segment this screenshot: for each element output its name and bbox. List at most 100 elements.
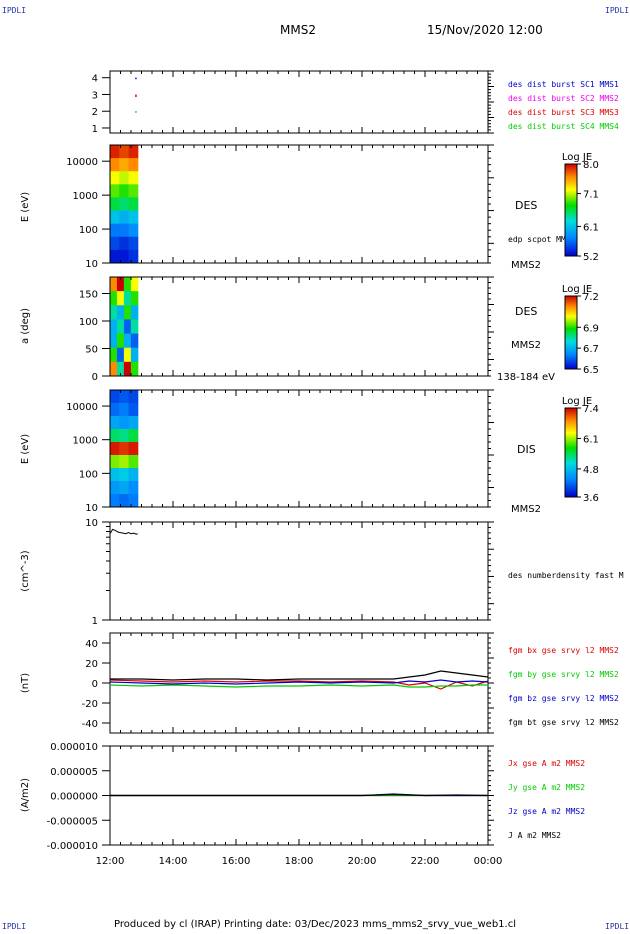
dis-energy-colorbar-tick-label: 6.1 (583, 434, 599, 445)
availability-ytick-label: 4 (92, 74, 98, 85)
des-pitch-cell (123, 361, 132, 377)
des-pitch-cell (130, 277, 139, 292)
corner-label-top-left: IPDLI (2, 6, 27, 15)
des-pitch-cell (110, 319, 118, 335)
magnetic-field-legend-item: fgm bz gse srvy l2 MMS2 (508, 694, 619, 703)
des-pitch-colorbar-tick-label: 7.2 (583, 292, 599, 303)
des-pitch-cell (110, 291, 118, 306)
density-ylabel: (cm^-3) (20, 550, 31, 591)
density-ytick-label: 10 (85, 518, 98, 529)
magnetic-field-legend-item: fgm by gse srvy l2 MMS2 (508, 670, 619, 679)
des-pitch-cell (116, 361, 125, 377)
current-density-ylabel: (A/m2) (20, 778, 31, 812)
density-label: des numberdensity fast M (508, 571, 624, 580)
des-energy-cell (119, 158, 130, 172)
des-energy-cell (119, 223, 130, 238)
des-energy-colorbar-tick-label: 6.1 (583, 222, 599, 233)
availability-point (135, 94, 137, 96)
des-energy-colorbar-tick-label: 5.2 (583, 252, 599, 263)
dis-energy-ytick-label: 100 (79, 469, 98, 480)
availability-legend-item: des dist burst SC3 MMS3 (508, 108, 619, 117)
des-energy-cell (128, 223, 139, 238)
des-energy-cell (128, 197, 139, 212)
des-pitch-cell (123, 305, 132, 320)
des-pitch-cell (130, 305, 139, 320)
des-energy-cell (119, 171, 130, 185)
dis-energy-cell (119, 416, 130, 430)
des-pitch-colorbar-title: Log JE (562, 284, 592, 295)
des-pitch-cell (130, 319, 139, 335)
footer-credits: Produced by cl (IRAP) Printing date: 03/… (114, 919, 516, 930)
des-energy-ylabel: E (eV) (20, 192, 31, 222)
time-axis-tick-label: 18:00 (285, 856, 314, 867)
dis-energy-colorbar-bar (564, 407, 578, 498)
magnetic-field-legend-item: fgm bx gse srvy l2 MMS2 (508, 646, 619, 655)
des-pitch-cell (130, 333, 139, 349)
des-pitch-cell (116, 347, 125, 363)
dis-energy-cell (110, 455, 120, 469)
density-ytick-label: 1 (92, 616, 98, 627)
des-energy-cell (110, 184, 120, 198)
des-pitch-ytick-label: 150 (79, 290, 98, 301)
dis-energy-cell (119, 403, 130, 417)
dis-energy-cell (110, 416, 120, 430)
dis-energy-cell (110, 442, 120, 456)
availability-point (135, 77, 137, 80)
magnetic-field-ytick-label: -40 (82, 719, 98, 730)
magnetic-field-legend-item: fgm bt gse srvy l2 MMS2 (508, 718, 619, 727)
current-density-series-line (110, 793, 489, 797)
des-energy-cell (119, 145, 130, 159)
density-series-line (109, 528, 138, 535)
des-energy-sublabel: edp scpot MMS2 (508, 235, 576, 244)
des-energy-cell (110, 145, 120, 159)
dis-energy-cell (119, 468, 130, 482)
current-density-legend-item: J A m2 MMS2 (508, 831, 561, 840)
des-energy-colorbar-title: Log JE (562, 152, 592, 163)
des-pitch-ytick-label: 0 (92, 372, 98, 383)
des-energy-ytick-label: 1000 (73, 191, 98, 202)
des-pitch-cell (123, 291, 132, 306)
dis-energy-colorbar-title: Log JE (562, 396, 592, 407)
des-pitch-cell (130, 361, 139, 377)
des-energy-cell (110, 171, 120, 185)
des-pitch-cell (116, 319, 125, 335)
des-energy-cell (128, 184, 139, 198)
dis-energy-cell (110, 429, 120, 443)
dis-energy-cell (110, 390, 120, 404)
des-pitch-energy-range: 138-184 eV (497, 372, 555, 383)
des-pitch-cell (110, 333, 118, 349)
des-pitch-cell (110, 277, 118, 292)
des-energy-cell (110, 158, 120, 172)
des-pitch-cell (123, 333, 132, 349)
des-pitch-frame (109, 276, 489, 377)
des-energy-cell (128, 171, 139, 185)
current-density-ytick-label: 0.000010 (50, 742, 98, 753)
dis-energy-cell (119, 455, 130, 469)
availability-ytick-label: 2 (92, 107, 98, 118)
des-energy-cell (119, 236, 130, 251)
des-pitch-colorbar-tick-label: 6.7 (583, 344, 599, 355)
magnetic-field-series-line (110, 670, 489, 681)
dis-energy-cell (119, 494, 130, 508)
des-pitch-cell (110, 305, 118, 320)
des-energy-label: DES (515, 199, 537, 212)
des-energy-frame (109, 144, 489, 264)
dis-energy-colorbar-tick-label: 7.4 (583, 404, 599, 415)
magnetic-field-frame (109, 632, 489, 734)
dis-energy-ytick-label: 1000 (73, 436, 98, 447)
des-energy-cell (110, 223, 120, 238)
dis-energy-label: DIS (517, 443, 536, 456)
magnetic-field-ylabel: (nT) (20, 673, 31, 693)
dis-energy-cell (110, 403, 120, 417)
corner-label-top-right: IPDLI (605, 6, 630, 15)
availability-ytick-label: 3 (92, 90, 98, 101)
des-energy-cell (110, 249, 120, 264)
availability-legend-item: des dist burst SC4 MMS4 (508, 122, 619, 131)
des-energy-cell (128, 158, 139, 172)
des-pitch-cell (116, 333, 125, 349)
des-pitch-cell (123, 319, 132, 335)
time-axis-tick-label: 20:00 (348, 856, 377, 867)
dis-energy-frame (109, 389, 489, 508)
des-energy-cell (119, 184, 130, 198)
time-axis-tick-label: 22:00 (411, 856, 440, 867)
